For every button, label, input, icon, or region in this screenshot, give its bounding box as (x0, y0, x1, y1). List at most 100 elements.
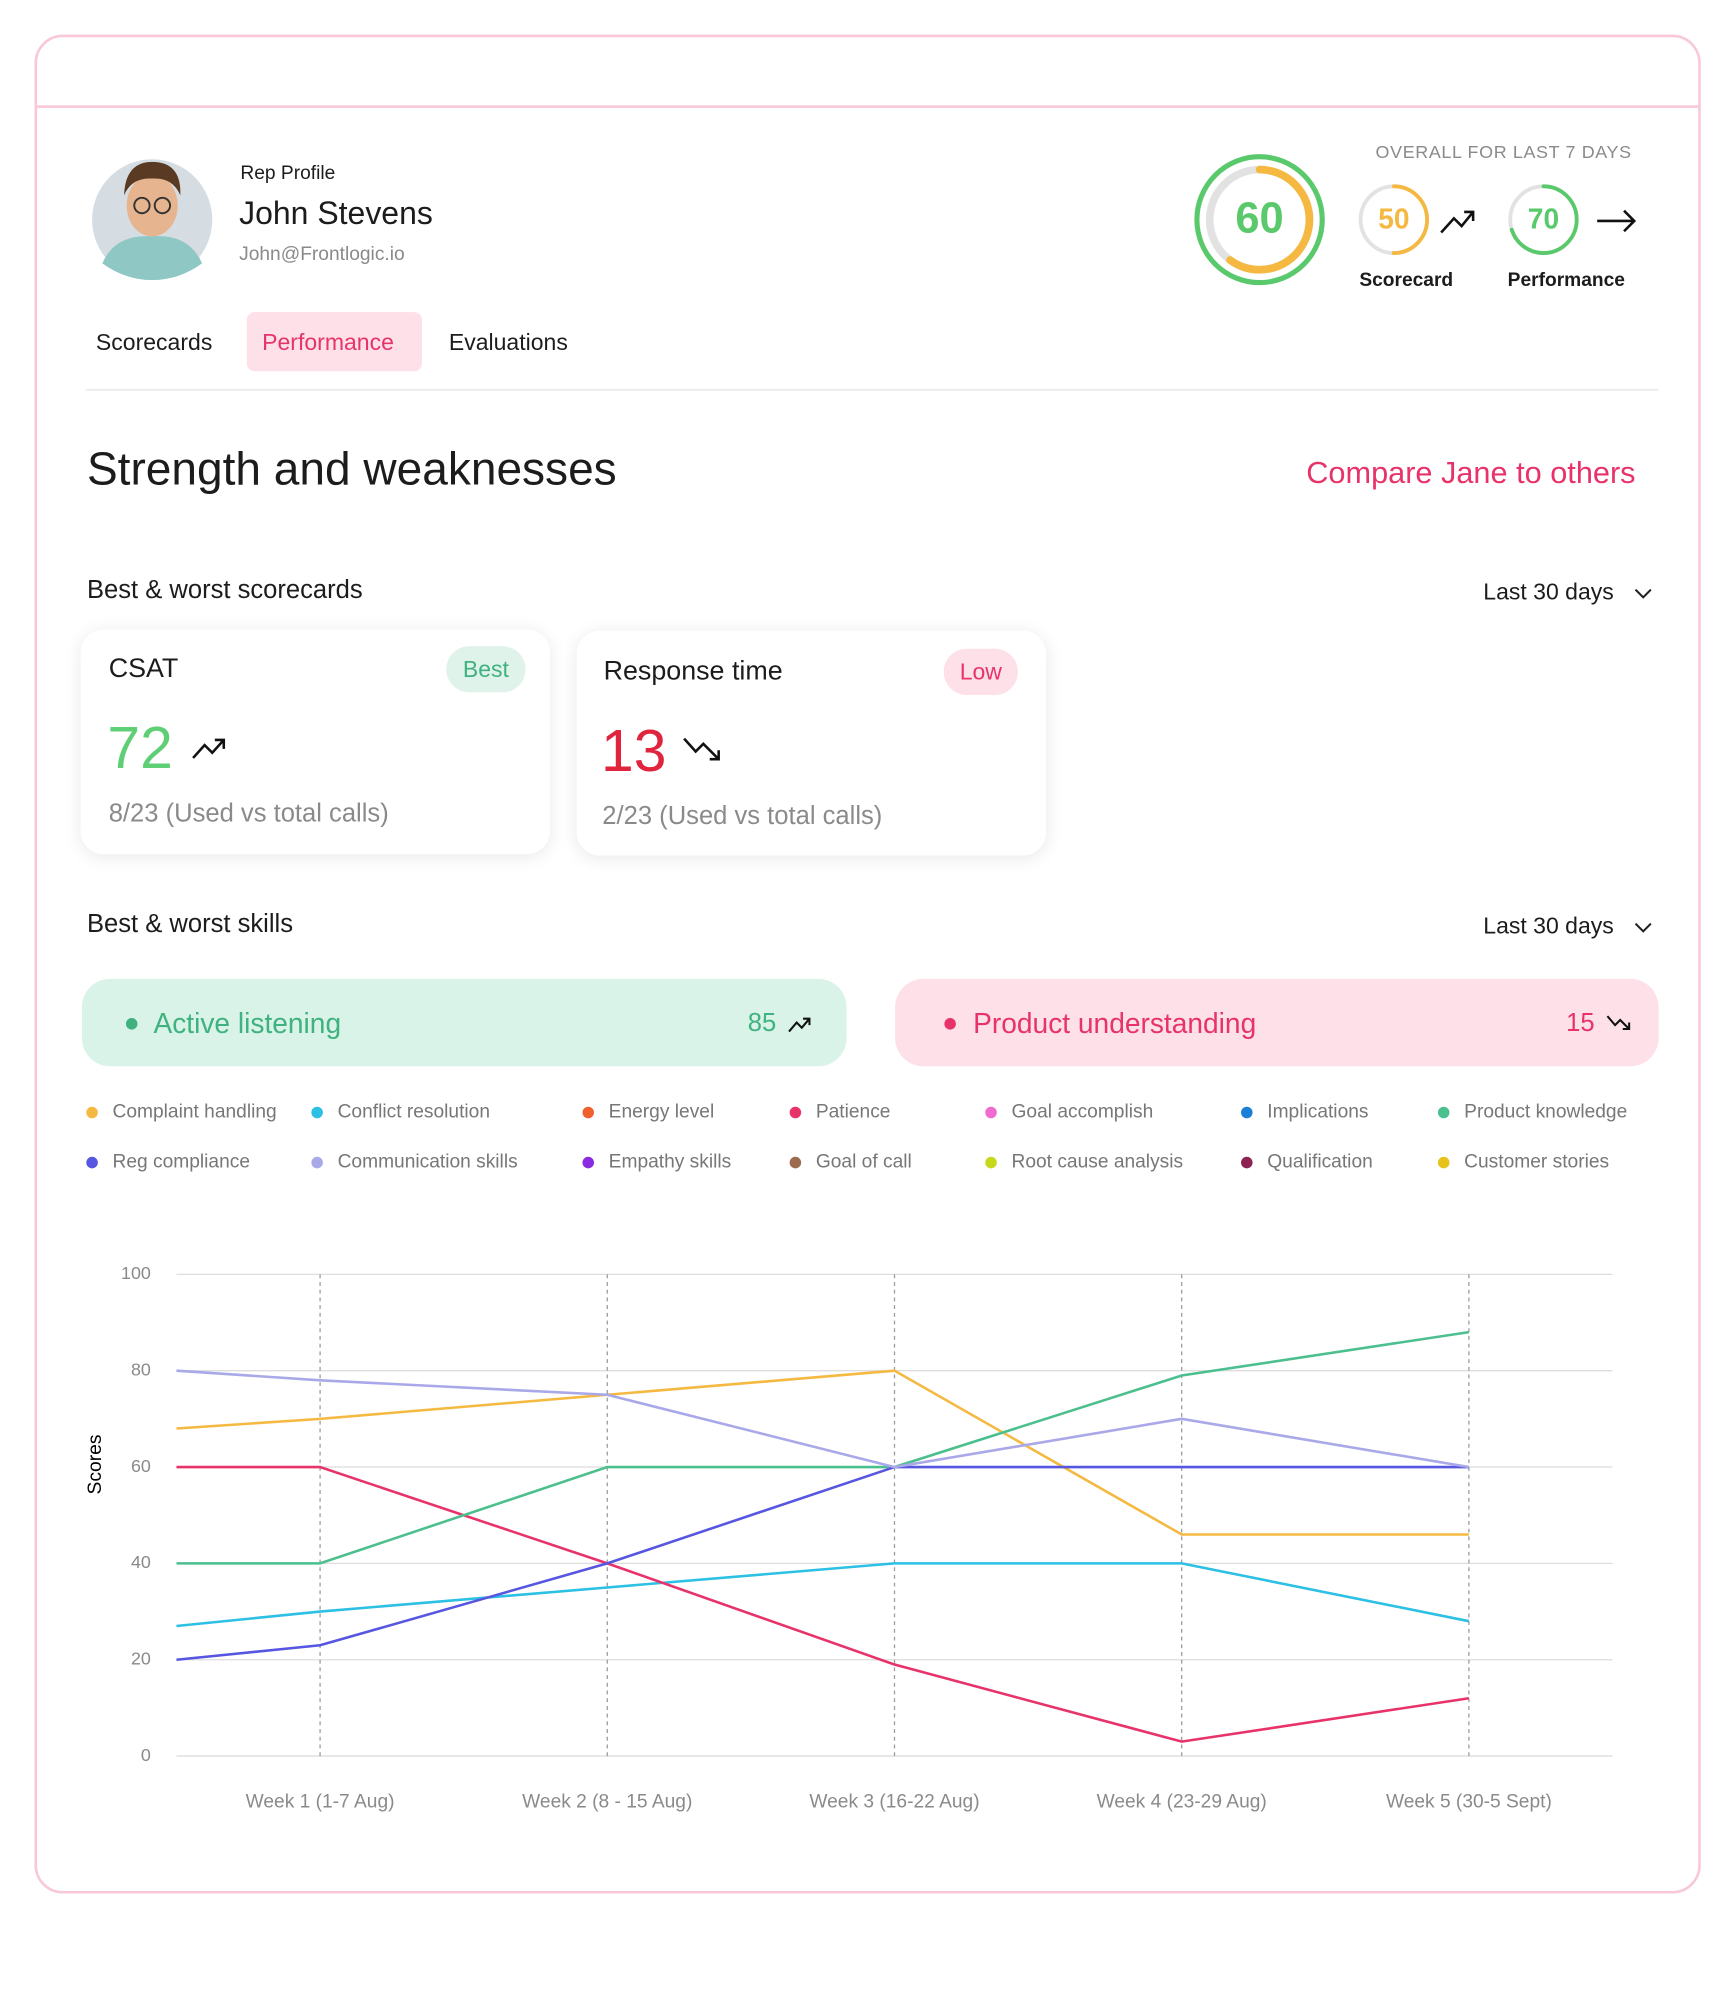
legend-dot (1241, 1156, 1253, 1169)
x-tick-label: Week 4 (23-29 Aug) (1097, 1791, 1267, 1812)
y-tick-label: 0 (141, 1745, 151, 1765)
legend-dot (311, 1156, 323, 1169)
trend-flat-icon (1597, 209, 1637, 233)
y-tick-label: 100 (121, 1263, 151, 1283)
x-tick-label: Week 2 (8 - 15 Aug) (522, 1791, 692, 1812)
legend-label: Goal accomplish (1011, 1102, 1153, 1123)
gauge-arc (1358, 184, 1430, 255)
trend-down-icon (683, 737, 720, 761)
legend-dot (582, 1156, 594, 1169)
legend-dot (789, 1156, 802, 1169)
divider (85, 389, 1659, 391)
period-select[interactable]: Last 30 days (1483, 912, 1614, 939)
rep-name: John Stevens (239, 195, 433, 232)
legend-dot (86, 1106, 98, 1119)
legend-dot (985, 1106, 997, 1119)
gauge-value: 70 (1528, 202, 1559, 234)
period-select[interactable]: Last 30 days (1483, 578, 1614, 605)
x-tick-label: Week 3 (16-22 Aug) (809, 1791, 979, 1812)
x-tick-label: Week 1 (1-7 Aug) (246, 1791, 395, 1812)
gauge-value: 50 (1378, 202, 1409, 234)
avatar (92, 159, 213, 281)
legend-dot (86, 1156, 98, 1169)
trend-up-icon (192, 738, 226, 759)
series-line (176, 1330, 1470, 1565)
gauge-value: 60 (1235, 194, 1283, 242)
profile-label: Rep Profile (240, 162, 336, 185)
y-axis-label: Scores (85, 1434, 106, 1494)
series-line (176, 1562, 1470, 1628)
skill-name: Active listening (153, 1007, 342, 1040)
section-heading: Best & worst skills (86, 910, 294, 939)
legend-label: Complaint handling (113, 1102, 277, 1123)
chevron (1634, 588, 1652, 599)
x-tick-label: Week 5 (30-5 Sept) (1386, 1791, 1552, 1812)
compare-link[interactable]: Compare Jane to others (1306, 456, 1636, 491)
legend-dot (1241, 1106, 1253, 1119)
tab-active-bg (246, 312, 422, 372)
scores-title: OVERALL FOR LAST 7 DAYS (1375, 141, 1632, 162)
trend-up-icon (1440, 210, 1475, 234)
card-detail: 8/23 (Used vs total calls) (108, 799, 389, 828)
y-tick-label: 60 (131, 1456, 151, 1476)
skill-name: Product understanding (973, 1007, 1257, 1040)
legend-label: Product knowledge (1464, 1102, 1627, 1123)
legend-dot (582, 1106, 594, 1119)
gauge-arc (1205, 165, 1314, 274)
worst-skill (895, 978, 1659, 1067)
legend-label: Goal of call (816, 1152, 912, 1173)
card-name: Response time (603, 656, 783, 686)
legend-label: Implications (1267, 1102, 1368, 1123)
card-detail: 2/23 (Used vs total calls) (602, 802, 883, 831)
trend-down-icon (1606, 1015, 1631, 1031)
section-heading: Best & worst scorecards (86, 576, 363, 605)
card-value: 72 (107, 714, 173, 782)
series-line (176, 1465, 1470, 1743)
legend-dot (985, 1156, 997, 1169)
skill-value: 85 (747, 1009, 777, 1038)
legend-dot (1437, 1106, 1450, 1119)
scorecard-label: Scorecard (1359, 269, 1454, 291)
series-line (176, 1465, 1469, 1662)
legend-dot (789, 1106, 802, 1119)
series-line (176, 1369, 1470, 1469)
trend-up-icon (788, 1017, 811, 1033)
badge: Best (446, 646, 526, 693)
best-skill (81, 978, 847, 1067)
legend-label: Empathy skills (609, 1152, 732, 1173)
legend-label: Conflict resolution (338, 1102, 490, 1123)
skill-dot (125, 1018, 138, 1030)
series-line (176, 1369, 1469, 1536)
tab[interactable]: Scorecards (95, 329, 213, 356)
card-name: CSAT (108, 653, 179, 684)
legend-dot (311, 1106, 323, 1119)
page-title: Strength and weaknesses (86, 441, 617, 495)
skill-dot (944, 1018, 956, 1030)
badge: Low (943, 648, 1018, 695)
chevron (1634, 922, 1652, 933)
legend-label: Qualification (1267, 1152, 1373, 1173)
legend-label: Reg compliance (113, 1152, 250, 1173)
legend-label: Patience (816, 1102, 891, 1123)
y-tick-label: 20 (131, 1648, 151, 1668)
legend-label: Energy level (609, 1102, 715, 1123)
rep-email: John@Frontlogic.io (239, 243, 405, 266)
legend-label: Communication skills (338, 1152, 518, 1173)
skill-value: 15 (1566, 1009, 1595, 1038)
card-value: 13 (601, 716, 667, 784)
y-tick-label: 80 (131, 1359, 151, 1379)
gauge-ring (1194, 154, 1325, 286)
legend-label: Customer stories (1464, 1152, 1609, 1173)
legend-dot (1437, 1156, 1450, 1169)
tab[interactable]: Evaluations (448, 329, 568, 356)
legend-label: Root cause analysis (1011, 1152, 1183, 1173)
tab-active[interactable]: Performance (262, 329, 394, 356)
gauge-arc (1508, 184, 1579, 255)
panel-top-bar (37, 105, 1699, 108)
y-tick-label: 40 (131, 1552, 151, 1572)
performance-label: Performance (1507, 269, 1625, 291)
panel (34, 34, 1701, 1894)
